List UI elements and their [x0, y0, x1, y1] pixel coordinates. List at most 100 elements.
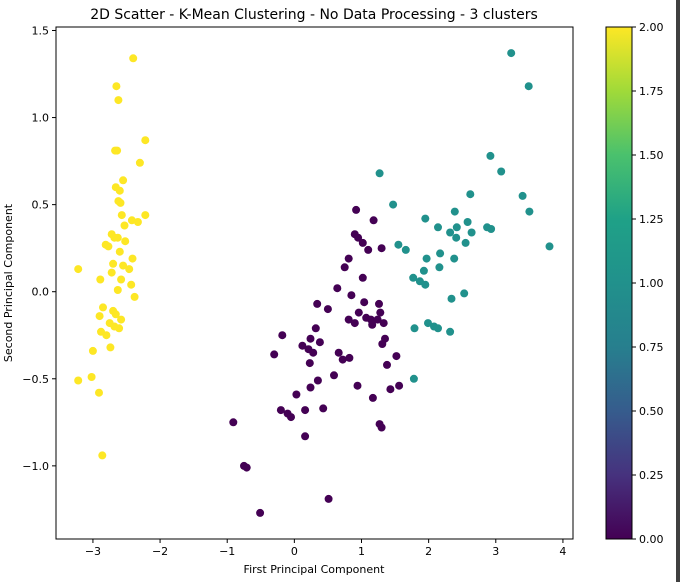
data-point-cluster-0	[352, 205, 361, 214]
data-point-cluster-1	[450, 254, 459, 263]
colorbar-tick-label: 0.50	[639, 405, 664, 418]
data-point-cluster-0	[305, 359, 314, 368]
data-point-cluster-2	[111, 146, 120, 155]
data-point-cluster-2	[104, 242, 113, 251]
data-point-cluster-0	[292, 390, 301, 399]
data-point-cluster-0	[368, 320, 377, 329]
data-point-cluster-0	[333, 284, 342, 293]
data-point-cluster-0	[353, 381, 362, 390]
data-point-cluster-1	[421, 280, 430, 289]
data-point-cluster-2	[127, 280, 136, 289]
data-point-cluster-2	[88, 346, 97, 355]
data-point-cluster-1	[467, 228, 476, 237]
data-point-cluster-2	[141, 136, 150, 145]
x-axis-ticks: −3 −2 −1 0 1 2 3 4	[85, 539, 566, 558]
data-point-cluster-0	[276, 406, 285, 415]
data-point-cluster-0	[395, 381, 404, 390]
data-point-cluster-0	[319, 404, 328, 413]
data-point-cluster-0	[379, 319, 388, 328]
x-tick-label: 4	[559, 545, 566, 558]
data-point-cluster-1	[452, 233, 461, 242]
data-point-cluster-0	[368, 393, 377, 402]
colorbar-tick-label: 1.00	[639, 277, 664, 290]
data-point-cluster-2	[87, 373, 96, 381]
data-point-cluster-1	[507, 49, 516, 58]
data-point-cluster-2	[109, 259, 118, 268]
data-point-cluster-2	[128, 254, 137, 263]
data-point-cluster-1	[434, 324, 442, 333]
data-point-cluster-2	[102, 331, 111, 340]
data-point-cluster-0	[347, 291, 356, 300]
data-point-cluster-2	[74, 265, 83, 274]
y-tick-label: 1.0	[32, 112, 50, 125]
data-point-cluster-2	[111, 310, 120, 319]
data-point-cluster-2	[119, 176, 128, 185]
points-layer	[74, 49, 554, 517]
data-point-cluster-2	[127, 216, 136, 225]
data-point-cluster-2	[120, 221, 129, 230]
data-point-cluster-1	[435, 263, 444, 272]
data-point-cluster-2	[113, 233, 122, 242]
data-point-cluster-0	[378, 340, 387, 348]
data-point-cluster-0	[386, 385, 395, 394]
data-point-cluster-0	[301, 406, 310, 415]
data-point-cluster-0	[360, 298, 369, 307]
data-point-cluster-1	[421, 214, 430, 223]
data-point-cluster-2	[130, 292, 139, 301]
x-axis-label: First Principal Component	[244, 563, 386, 576]
y-tick-label: 1.5	[32, 24, 50, 37]
data-point-cluster-1	[419, 266, 428, 275]
y-tick-label: 0.5	[32, 199, 50, 212]
data-point-cluster-0	[344, 254, 353, 263]
data-point-cluster-1	[401, 245, 410, 254]
colorbar-tick-label: 1.25	[639, 213, 664, 226]
data-point-cluster-2	[116, 198, 125, 207]
data-point-cluster-0	[358, 273, 367, 282]
plot-frame	[55, 26, 574, 540]
colorbar-tick-label: 1.75	[639, 85, 664, 98]
data-point-cluster-0	[375, 299, 383, 308]
data-point-cluster-1	[447, 294, 456, 303]
data-point-cluster-0	[323, 305, 332, 314]
data-point-cluster-1	[410, 324, 419, 333]
data-point-cluster-2	[135, 158, 144, 167]
data-point-cluster-2	[117, 275, 126, 284]
data-point-cluster-2	[115, 186, 124, 195]
data-point-cluster-0	[270, 350, 279, 359]
data-point-cluster-0	[229, 418, 238, 427]
data-point-cluster-2	[115, 324, 124, 333]
data-point-cluster-0	[315, 338, 324, 347]
data-point-cluster-0	[369, 216, 378, 225]
data-point-cluster-0	[287, 413, 295, 422]
data-point-cluster-2	[115, 247, 124, 256]
data-point-cluster-1	[409, 273, 418, 282]
x-tick-label: 1	[358, 545, 365, 558]
data-point-cluster-0	[354, 233, 363, 242]
chart-title: 2D Scatter - K-Mean Clustering - No Data…	[90, 7, 538, 23]
data-point-cluster-0	[338, 355, 347, 364]
data-point-cluster-1	[436, 249, 445, 258]
data-point-cluster-0	[298, 341, 307, 350]
data-point-cluster-1	[525, 207, 534, 216]
x-tick-label: −1	[219, 545, 235, 558]
data-point-cluster-2	[112, 82, 121, 91]
colorbar-tick-label: 0.75	[639, 341, 664, 354]
data-point-cluster-2	[113, 286, 122, 294]
x-tick-label: 2	[425, 545, 432, 558]
colorbar-tick-label: 0.25	[639, 469, 664, 482]
data-point-cluster-0	[377, 423, 386, 432]
colorbar-ticks: 0.00 0.25 0.50 0.75 1.00 1.25 1.50 1.75 2.00	[632, 21, 664, 546]
data-point-cluster-2	[95, 312, 104, 321]
data-point-cluster-1	[486, 151, 495, 160]
data-point-cluster-0	[306, 383, 315, 392]
data-point-cluster-0	[311, 324, 320, 333]
colorbar-tick-label: 1.50	[639, 149, 664, 162]
window-edge	[676, 0, 680, 582]
data-point-cluster-0	[301, 432, 310, 441]
data-point-cluster-2	[95, 388, 103, 397]
data-point-cluster-2	[117, 211, 126, 220]
plot-area	[56, 27, 573, 539]
data-point-cluster-1	[450, 207, 459, 216]
data-point-cluster-1	[452, 223, 461, 232]
